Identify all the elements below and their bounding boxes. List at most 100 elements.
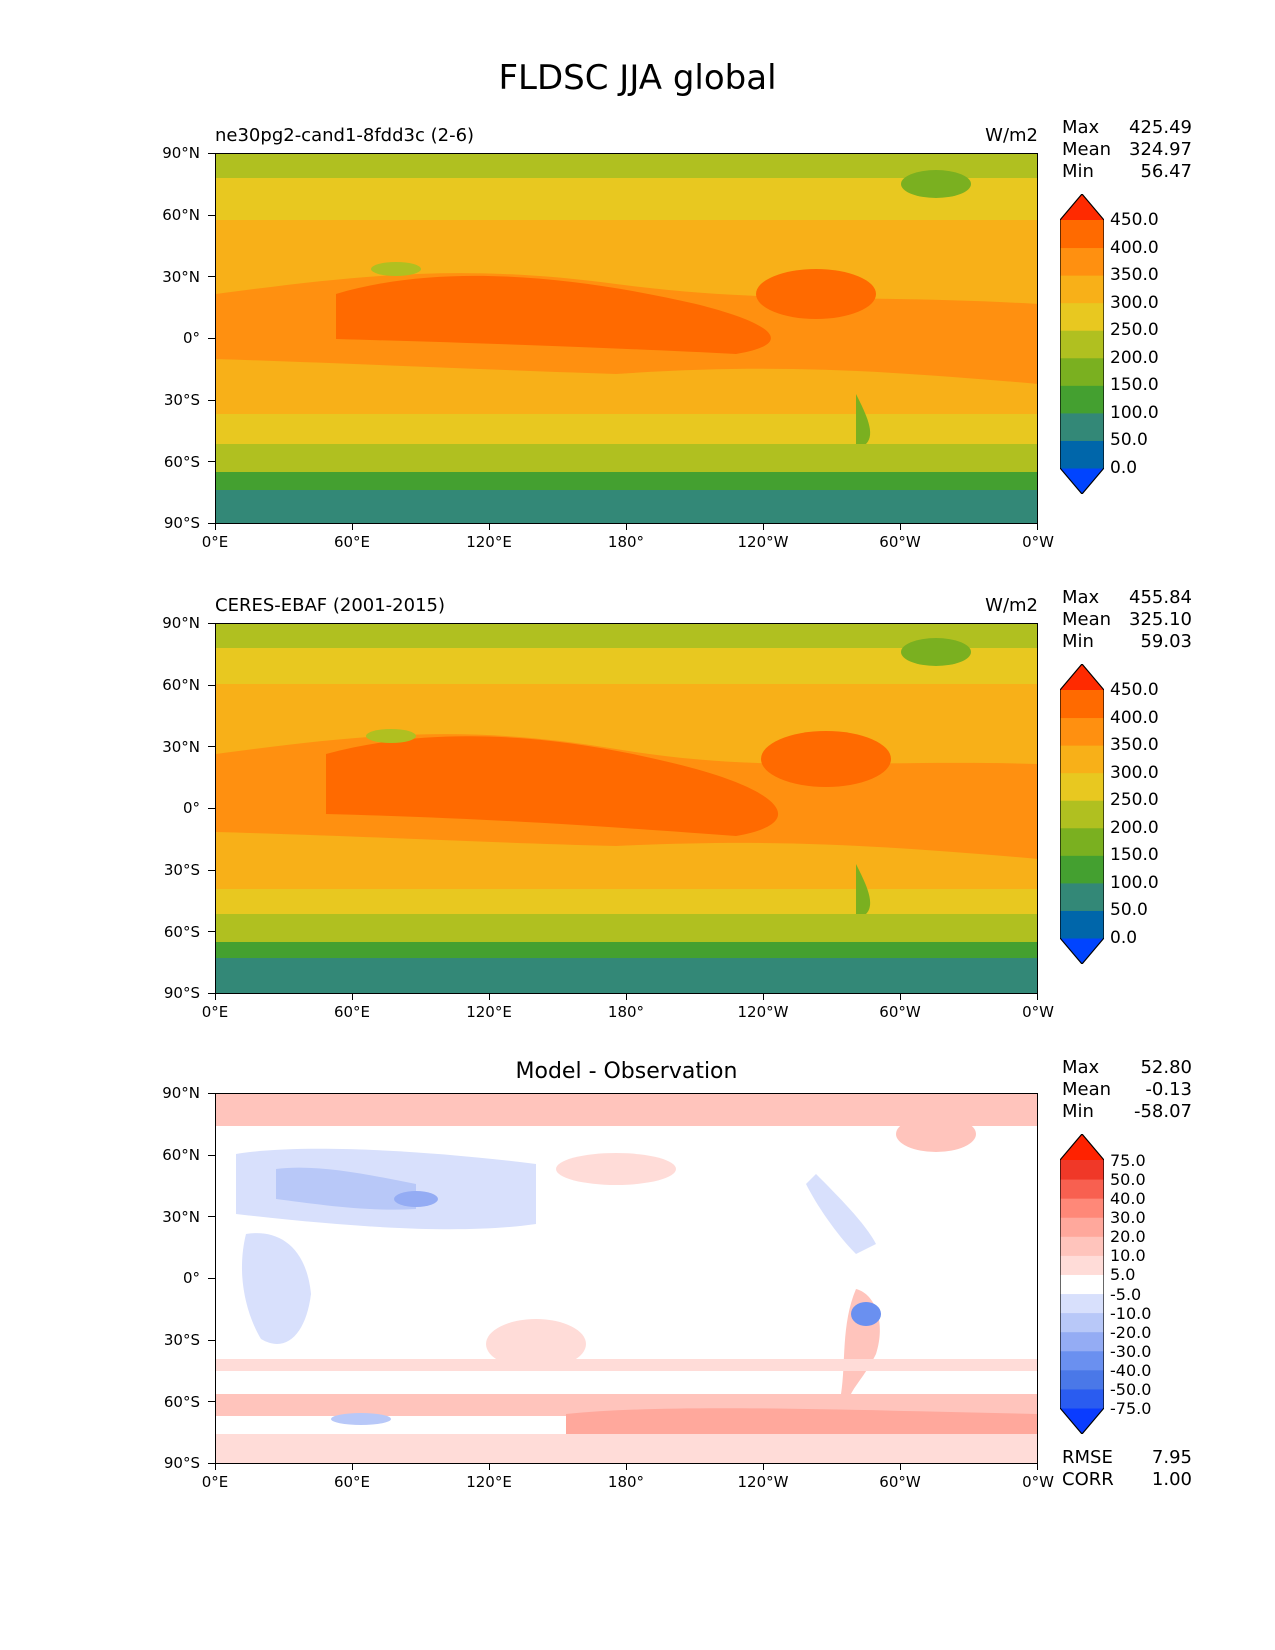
x-tick-label: 0°E [201,533,229,551]
colorbar-tick-label: 100.0 [1110,872,1159,893]
colorbar-segment [1060,275,1104,304]
rmse-label: RMSE [1062,1447,1113,1468]
colorbar-segment [1060,1331,1104,1352]
map-plot [215,1093,1038,1464]
colorbar-segment [1060,440,1104,469]
panel-observation: CERES-EBAF (2001-2015) W/m2 90°N 60°N 30… [0,587,1275,1057]
x-tick-label: 180° [607,533,645,551]
y-tick-label: 90°N [162,144,200,162]
x-tick-mark [489,1464,490,1470]
map-plot [215,623,1038,994]
stat-value: -58.07 [1133,1101,1192,1122]
y-tick-mark [208,869,215,871]
colorbar-extend-min [1060,938,1104,964]
x-tick-label: 120°W [737,1473,789,1491]
x-tick-label: 60°E [333,1003,371,1021]
map-field [216,154,1037,523]
colorbar-tick-label: 250.0 [1110,320,1159,341]
panel-difference: Model - Observation 90°N 60°N 30°N 0° 30… [0,1057,1275,1527]
colorbar-segment [1060,690,1104,719]
stat-label: Max [1062,587,1100,608]
y-tick-mark [208,808,215,809]
y-tick-mark [208,1278,215,1279]
x-tick-mark [1037,524,1038,530]
colorbar-segment [1060,385,1104,414]
colorbar-segment [1060,827,1104,856]
y-tick-label: 30°N [162,738,200,756]
panel-title: ne30pg2-cand1-8fdd3c (2-6) [215,125,475,146]
y-tick-label: 60°S [163,453,200,471]
y-tick-label: 60°N [162,676,200,694]
colorbar-segment [1060,247,1104,276]
colorbar-segment [1060,1255,1104,1275]
stat-value: 325.10 [1129,609,1192,630]
x-tick-label: 0°E [201,1003,229,1021]
y-tick-label: 60°N [162,1146,200,1164]
x-tick-label: 120°E [466,1473,512,1491]
x-tick-mark [215,994,216,1000]
colorbar-segment [1060,1274,1104,1295]
y-tick-mark [208,399,215,401]
x-tick-label: 180° [607,1473,645,1491]
colorbar-tick-label: 100.0 [1110,402,1159,423]
stat-value: 52.80 [1140,1057,1192,1078]
colorbar-segment [1060,1388,1104,1409]
x-tick-label: 0°W [1022,533,1054,551]
stat-label: Min [1062,631,1094,652]
colorbar-tick-label: 20.0 [1110,1227,1146,1247]
y-tick-label: 60°S [163,1393,200,1411]
colorbar-tick-label: 150.0 [1110,845,1159,866]
y-tick-label: 90°N [162,1084,200,1102]
x-tick-mark [763,524,764,530]
stat-label: Max [1062,117,1100,138]
y-tick-label: 30°N [162,268,200,286]
figure-title: FLDSC JJA global [498,58,777,98]
colorbar-tick-label: 5.0 [1110,1265,1136,1285]
x-tick-label: 180° [607,1003,645,1021]
colorbar-extend-max [1060,664,1104,690]
units-label: W/m2 [985,125,1038,146]
x-tick-label: 60°W [879,533,921,551]
y-tick-label: 60°S [163,923,200,941]
stat-label: Min [1062,1101,1094,1122]
stat-value: 324.97 [1129,139,1192,160]
x-tick-mark [215,1464,216,1470]
corr-value: 1.00 [1151,1469,1192,1490]
colorbar-segment [1060,1236,1104,1256]
colorbar-tick-label: 400.0 [1110,707,1159,728]
colorbar-segment [1060,302,1104,331]
colorbar-tick-label: 40.0 [1110,1189,1146,1209]
corr-label: CORR [1062,1469,1114,1490]
colorbar-tick-label: 400.0 [1110,237,1159,258]
x-tick-label: 120°E [466,533,512,551]
y-tick-label: 30°N [162,1208,200,1226]
colorbar-extend-max [1060,1134,1104,1160]
colorbar-segment [1060,412,1104,441]
y-tick-mark [208,461,215,463]
y-tick-mark [208,1093,215,1094]
y-tick-label: 30°S [163,391,200,409]
stat-value: 56.47 [1140,161,1192,182]
y-tick-mark [208,338,215,339]
colorbar-tick-label: 50.0 [1110,1170,1146,1190]
colorbar-segment [1060,1350,1104,1371]
colorbar-segment [1060,772,1104,801]
rmse-corr-box: RMSE 7.95 CORR 1.00 [1062,1447,1192,1491]
colorbar-tick-label: -20.0 [1110,1322,1152,1342]
units-label: W/m2 [985,595,1038,616]
panel-title: CERES-EBAF (2001-2015) [215,595,446,616]
x-tick-label: 60°E [333,533,371,551]
colorbar-segment [1060,910,1104,939]
y-tick-mark [208,1463,215,1464]
colorbar-tick-label: 150.0 [1110,375,1159,396]
stat-label: Mean [1062,609,1112,630]
y-tick-mark [208,746,215,748]
x-tick-mark [1037,994,1038,1000]
y-tick-mark [208,276,215,278]
colorbar-tick-label: -50.0 [1110,1379,1152,1399]
colorbar-tick-label: 450.0 [1110,210,1159,230]
rmse-value: 7.95 [1151,1447,1192,1468]
colorbar-segment [1060,800,1104,829]
panel-title: Model - Observation [515,1059,738,1084]
x-tick-mark [1037,1464,1038,1470]
